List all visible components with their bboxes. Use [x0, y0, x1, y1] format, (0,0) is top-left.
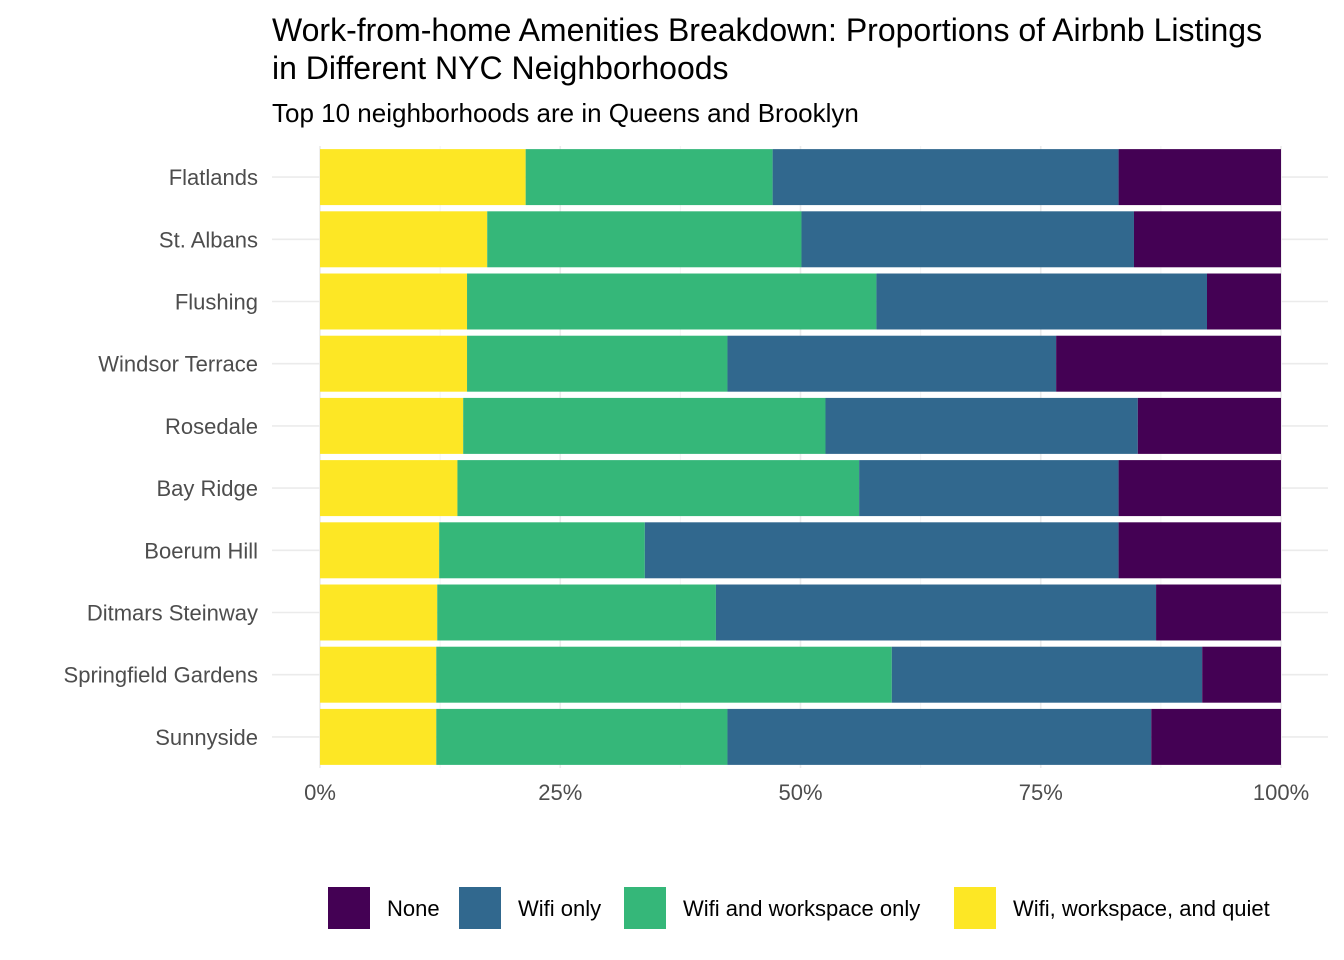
bar-segment	[876, 273, 1208, 330]
y-tick-label: Flatlands	[169, 165, 258, 190]
x-tick-label: 100%	[1253, 780, 1309, 805]
legend-swatch	[624, 887, 666, 929]
x-axis-labels: 0% 25% 50% 75% 100%	[304, 780, 1309, 805]
bar-segment	[1118, 522, 1281, 579]
bar-segment	[457, 460, 860, 517]
bar-segment	[320, 335, 468, 392]
bars	[320, 149, 1281, 765]
bar-segment	[715, 584, 1157, 641]
legend-label: Wifi, workspace, and quiet	[1013, 896, 1270, 921]
y-tick-label: Springfield Gardens	[64, 663, 258, 688]
bar-segment	[859, 460, 1119, 517]
bar-segment	[436, 708, 728, 765]
legend-swatch	[459, 887, 501, 929]
bar-segment	[320, 584, 438, 641]
bar-segment	[320, 273, 468, 330]
bar-segment	[320, 460, 458, 517]
legend-label: Wifi only	[518, 896, 601, 921]
bar-segment	[727, 335, 1057, 392]
bar-segment	[439, 522, 645, 579]
bar-segment	[525, 149, 773, 206]
chart-title-line-2: in Different NYC Neighborhoods	[272, 50, 729, 86]
legend-label: None	[387, 896, 440, 921]
bar-segment	[644, 522, 1119, 579]
bar-segment	[320, 708, 437, 765]
x-tick-label: 50%	[778, 780, 822, 805]
bar-segment	[436, 646, 892, 703]
bar-segment	[1118, 149, 1281, 206]
x-tick-label: 0%	[304, 780, 336, 805]
y-tick-label: Windsor Terrace	[98, 352, 258, 377]
bar-segment	[772, 149, 1119, 206]
bar-segment	[1118, 460, 1281, 517]
bar-segment	[825, 397, 1138, 454]
y-tick-label: Ditmars Steinway	[87, 601, 258, 626]
bar-segment	[320, 149, 526, 206]
bar-segment	[320, 646, 437, 703]
bar-segment	[801, 211, 1134, 268]
y-tick-label: Bay Ridge	[156, 476, 258, 501]
bar-segment	[1156, 584, 1281, 641]
legend-swatch	[328, 887, 370, 929]
bar-segment	[463, 397, 826, 454]
bar-segment	[1207, 273, 1281, 330]
chart-subtitle: Top 10 neighborhoods are in Queens and B…	[272, 98, 859, 128]
y-tick-label: St. Albans	[159, 227, 258, 252]
bar-segment	[320, 522, 440, 579]
legend-label: Wifi and workspace only	[683, 896, 920, 921]
y-axis-labels: Flatlands St. Albans Flushing Windsor Terra…	[64, 165, 258, 750]
y-tick-label: Sunnyside	[155, 725, 258, 750]
x-tick-label: 75%	[1019, 780, 1063, 805]
bar-segment	[1151, 708, 1281, 765]
bar-segment	[467, 273, 877, 330]
y-tick-label: Boerum Hill	[144, 538, 258, 563]
bar-segment	[487, 211, 802, 268]
bar-segment	[1137, 397, 1281, 454]
bar-segment	[891, 646, 1203, 703]
chart-title-line-1: Work-from-home Amenities Breakdown: Prop…	[272, 12, 1262, 48]
bar-segment	[320, 211, 488, 268]
bar-segment	[320, 397, 464, 454]
bar-segment	[437, 584, 716, 641]
bar-segment	[467, 335, 728, 392]
bar-segment	[727, 708, 1152, 765]
bar-segment	[1056, 335, 1281, 392]
y-tick-label: Flushing	[175, 290, 258, 315]
legend: None Wifi only Wifi and workspace only Wifi…	[328, 887, 1270, 929]
x-tick-label: 25%	[538, 780, 582, 805]
bar-segment	[1133, 211, 1281, 268]
y-tick-label: Rosedale	[165, 414, 258, 439]
bar-segment	[1202, 646, 1281, 703]
legend-swatch	[954, 887, 996, 929]
